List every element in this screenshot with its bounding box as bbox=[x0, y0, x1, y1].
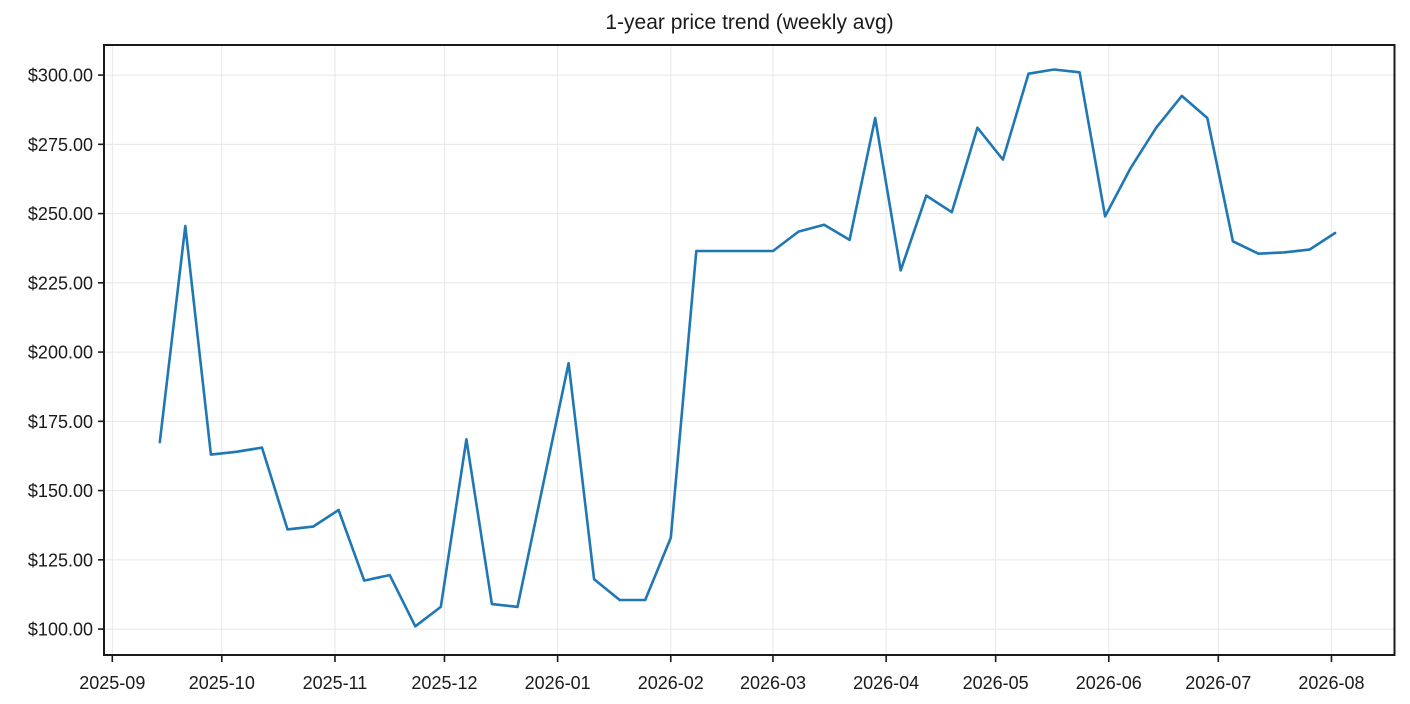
x-tick-label: 2025-09 bbox=[79, 673, 145, 693]
y-tick-label: $225.00 bbox=[28, 273, 93, 293]
chart-title: 1-year price trend (weekly avg) bbox=[605, 11, 894, 34]
x-axis: 2025-09 2025-10 2025-11 2025-12 2026-01 2026-… bbox=[79, 655, 1364, 693]
y-tick-label: $175.00 bbox=[28, 412, 93, 432]
x-tick-label: 2026-03 bbox=[740, 673, 806, 693]
price-line-series bbox=[158, 68, 1337, 628]
x-tick-label: 2026-08 bbox=[1298, 673, 1364, 693]
x-tick-label: 2026-02 bbox=[638, 673, 704, 693]
x-tick-label: 2026-07 bbox=[1185, 673, 1251, 693]
plot-border bbox=[103, 44, 1396, 656]
price-line bbox=[158, 68, 1337, 628]
x-tick-label: 2025-11 bbox=[303, 673, 368, 693]
y-tick-label: $200.00 bbox=[28, 343, 93, 363]
x-tick-label: 2026-06 bbox=[1076, 673, 1142, 693]
x-tick-label: 2025-12 bbox=[411, 673, 477, 693]
y-tick-label: $300.00 bbox=[28, 66, 93, 86]
y-tick-label: $125.00 bbox=[28, 550, 93, 570]
y-axis: $100.00 $125.00 $150.00 $175.00 $200.00 $225.… bbox=[28, 66, 104, 640]
gridlines bbox=[105, 46, 1394, 654]
y-tick-label: $100.00 bbox=[28, 620, 93, 640]
x-tick-label: 2026-01 bbox=[525, 673, 591, 693]
x-tick-label: 2026-05 bbox=[963, 673, 1029, 693]
x-tick-label: 2026-04 bbox=[853, 673, 919, 693]
y-tick-label: $250.00 bbox=[28, 204, 93, 224]
x-tick-label: 2025-10 bbox=[189, 673, 255, 693]
y-tick-label: $275.00 bbox=[28, 135, 93, 155]
y-tick-label: $150.00 bbox=[28, 481, 93, 501]
